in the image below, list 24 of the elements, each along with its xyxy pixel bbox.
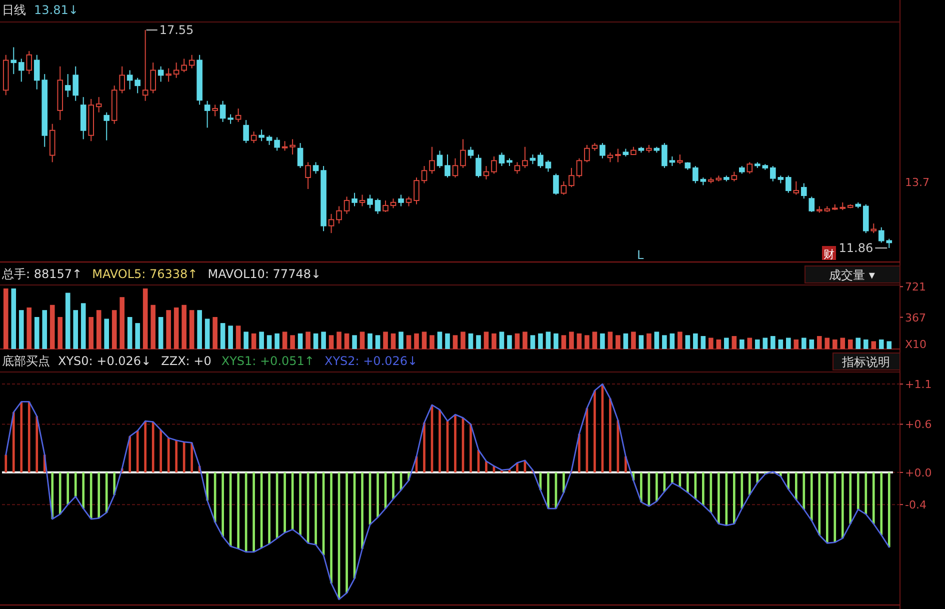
text: 成交量 ▾ [829,268,875,282]
y-tick-label: 367 [905,311,926,324]
text: X10 [905,338,927,351]
text: 13.81↓ [34,3,78,17]
text: 总手: 88157↑ [1,267,82,281]
annotation: L [637,248,644,262]
text: 13.7 [905,176,930,189]
chart-title: 日线 [2,3,26,17]
y-tick-label: +1.1 [905,378,932,392]
y-tick-label: +0.0 [905,466,932,480]
chart-title: 底部买点 [2,354,50,368]
annotation: 财 [824,248,834,261]
text: XYS2: +0.026↓ [324,354,418,368]
text: XYS0: +0.026↓ [58,354,152,368]
annotation: 11.86 [838,241,874,255]
annotation: 17.55 [159,23,194,37]
text: MAVOL5: 76338↑ [92,267,198,281]
text: ZZX: +0 [161,354,212,368]
text: 指标说明 [841,355,890,369]
text: XYS1: +0.051↑ [221,354,314,368]
y-tick-label: +0.6 [905,418,932,432]
text: MAVOL10: 77748↓ [208,267,322,281]
y-tick-label: 721 [905,280,926,294]
y-tick-label: -0.4 [905,498,926,512]
